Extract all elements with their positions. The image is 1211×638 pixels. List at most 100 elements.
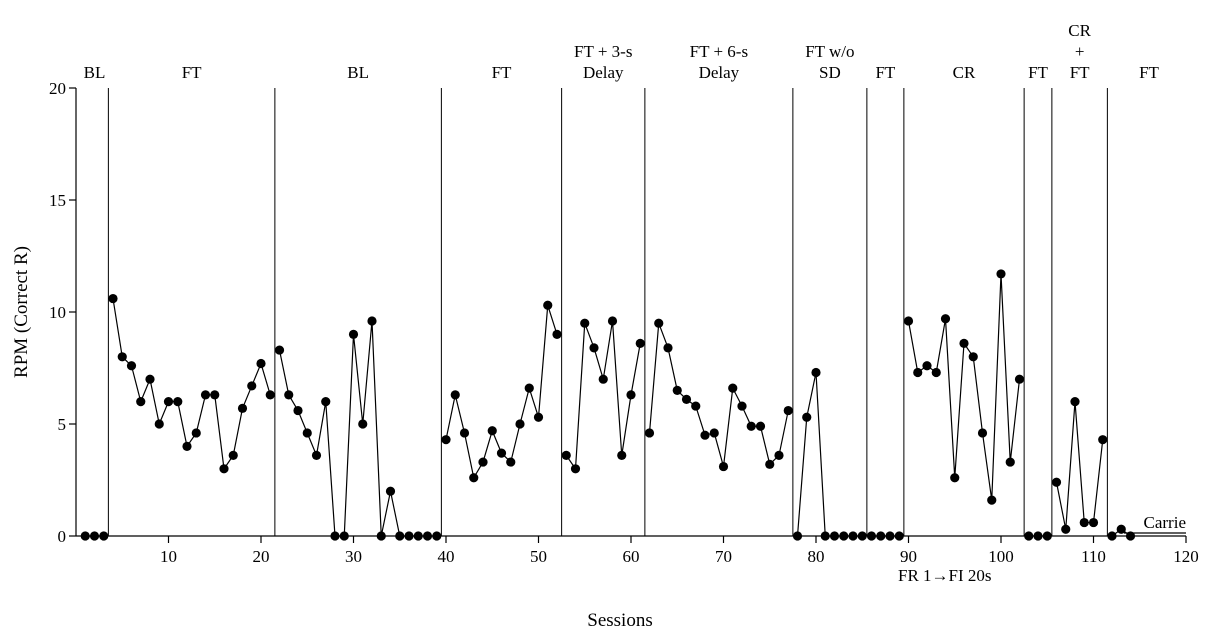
data-point <box>589 343 599 353</box>
phase-change-lines <box>107 88 1108 536</box>
series-line <box>907 273 1021 501</box>
phase-label: FT + 6-s <box>690 42 748 61</box>
data-point <box>977 428 988 438</box>
data-point <box>293 405 303 416</box>
data-point <box>755 421 766 431</box>
x-tick-label: 40 <box>438 547 455 566</box>
participant-label: Carrie <box>1144 513 1186 532</box>
data-point <box>1005 457 1015 467</box>
data-point <box>617 450 627 460</box>
data-point <box>940 314 951 324</box>
data-point <box>672 385 682 395</box>
data-point <box>311 450 322 460</box>
data-point <box>1014 374 1025 384</box>
data-point <box>1051 477 1062 487</box>
data-point <box>968 352 978 362</box>
data-point <box>811 367 821 378</box>
data-point <box>1088 517 1099 528</box>
phase-label: CR <box>953 63 976 82</box>
data-point <box>145 374 155 384</box>
data-point <box>802 412 812 422</box>
x-tick-label: 90 <box>900 547 917 566</box>
data-point <box>654 318 664 328</box>
phase-label: Delay <box>699 63 740 82</box>
data-point <box>1098 435 1108 445</box>
data-point <box>247 381 257 391</box>
y-tick-label: 5 <box>58 415 67 434</box>
data-point <box>265 390 275 400</box>
data-point <box>681 394 692 404</box>
data-point <box>302 428 312 438</box>
y-tick-label: 20 <box>49 79 66 98</box>
data-point <box>219 464 229 474</box>
x-axis-title: Sessions <box>587 610 652 631</box>
data-point <box>210 390 220 400</box>
data-point <box>728 383 738 393</box>
data-point <box>626 390 636 400</box>
data-point <box>737 401 747 411</box>
x-tick-label: 120 <box>1173 547 1199 566</box>
series-line <box>278 320 437 537</box>
data-point <box>663 343 673 353</box>
data-point <box>922 361 932 371</box>
data-point <box>774 450 784 460</box>
data-point <box>931 367 941 378</box>
y-tick-label: 0 <box>58 527 67 546</box>
data-point <box>136 397 146 407</box>
data-point <box>598 374 608 384</box>
data-point <box>561 450 571 460</box>
data-point <box>950 473 960 483</box>
data-point <box>108 293 118 304</box>
data-point <box>469 473 479 483</box>
data-point <box>996 269 1006 279</box>
phase-label: SD <box>819 63 841 82</box>
data-point <box>274 345 285 355</box>
data-point <box>700 430 710 440</box>
phase-label: BL <box>347 63 369 82</box>
phase-label: FT + 3-s <box>574 42 632 61</box>
data-point <box>913 367 923 378</box>
data-point <box>228 450 238 460</box>
y-tick-label: 10 <box>49 303 66 322</box>
data-point <box>580 318 590 328</box>
data-point <box>182 441 192 451</box>
phase-label: FT <box>1139 63 1159 82</box>
phase-label: FT <box>1028 63 1048 82</box>
data-point <box>385 486 396 496</box>
phase-label: BL <box>84 63 106 82</box>
data-point <box>450 390 460 400</box>
data-point <box>709 428 719 438</box>
x-tick-label: 60 <box>623 547 640 566</box>
data-point <box>487 426 497 436</box>
data-point <box>284 390 294 400</box>
data-point <box>367 316 377 326</box>
data-point <box>691 401 701 411</box>
data-point <box>191 428 201 438</box>
data-point <box>256 358 266 369</box>
data-point <box>478 457 488 467</box>
participant-label-group: Carrie <box>1124 513 1186 534</box>
phase-labels: BL FT BL FT FT + 3-s Delay FT + 6-s Delay FT w/o… <box>84 21 1160 82</box>
data-point <box>515 419 525 429</box>
data-point <box>358 419 368 429</box>
series-line <box>1055 401 1104 530</box>
x-axis-ticks: 10 20 30 40 50 60 70 80 90 100 110 120 <box>160 536 1199 566</box>
phase-label: FT <box>492 63 512 82</box>
data-point <box>163 397 174 407</box>
data-point <box>533 412 544 422</box>
phase-label: FT <box>875 63 895 82</box>
data-point <box>1061 524 1071 534</box>
phase-label: FT <box>182 63 202 82</box>
y-axis-title: RPM (Correct R) <box>11 246 32 378</box>
x-tick-label: 10 <box>160 547 177 566</box>
y-tick-label: 15 <box>49 191 66 210</box>
data-point <box>496 448 507 458</box>
data-point <box>552 329 562 339</box>
data-point <box>321 397 331 407</box>
data-point <box>1070 397 1080 407</box>
data-point <box>154 419 164 429</box>
data-point <box>718 461 729 472</box>
phase-label: CR <box>1068 21 1091 40</box>
data-point <box>570 464 581 474</box>
